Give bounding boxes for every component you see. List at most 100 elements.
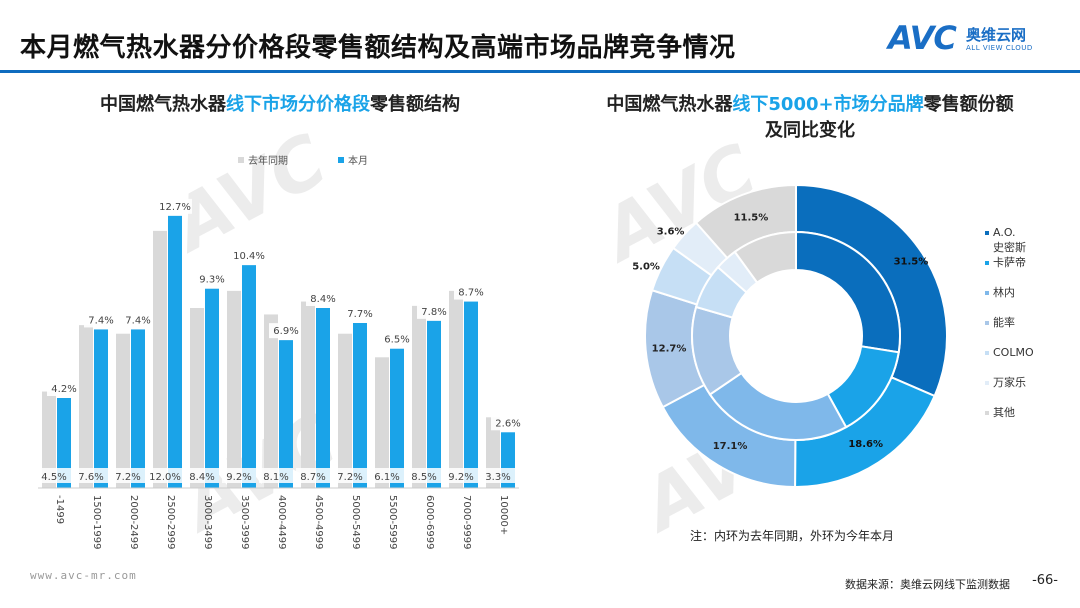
website-url: www.avc-mr.com: [30, 569, 137, 582]
data-label-last-year: 7.6%: [78, 472, 103, 483]
data-source: 数据来源：奥维云网线下监测数据: [845, 578, 1010, 591]
legend-swatch: [985, 321, 989, 325]
data-label-last-year: 12.0%: [149, 472, 181, 483]
legend-label: 林内: [993, 285, 1015, 299]
data-label-last-year: 3.3%: [485, 472, 510, 483]
bar-last-year: [375, 357, 389, 488]
legend-swatch: [985, 291, 989, 295]
data-label-bg: [232, 248, 266, 264]
bar-this-month: [168, 215, 182, 488]
bar-chart-title: 中国燃气热水器线下市场分价格段零售额结构: [40, 92, 520, 118]
logo-cn-text: 奥维云网: [966, 26, 1027, 44]
x-tick-label: 4500-4999: [313, 495, 324, 550]
legend-swatch: [985, 411, 989, 415]
bar-last-year: [338, 333, 352, 488]
donut-title-pre: 中国燃气热水器: [606, 94, 733, 115]
data-label-bg: [370, 468, 404, 483]
slice-label: 31.5%: [894, 257, 929, 268]
legend-swatch: [985, 231, 989, 235]
data-label-bg: [481, 468, 515, 483]
x-tick-label: -1499: [54, 495, 65, 524]
x-tick-label: 3500-3999: [239, 495, 250, 550]
legend-label: 万家乐: [993, 375, 1026, 389]
bar-last-year: [301, 301, 315, 488]
legend-swatch: [985, 351, 989, 355]
data-label-last-year: 9.2%: [226, 472, 251, 483]
legend-label: 能率: [993, 315, 1015, 329]
legend-label: 本月: [348, 154, 368, 167]
slice-label: 11.5%: [734, 213, 769, 224]
data-label-bg: [74, 468, 108, 483]
bar-last-year: [153, 230, 167, 488]
data-label-last-year: 8.7%: [300, 472, 325, 483]
data-label-bg: [417, 303, 451, 319]
legend-label: 卡萨帝: [993, 255, 1026, 269]
data-label-bg: [491, 415, 525, 431]
data-label-bg: [259, 468, 293, 483]
legend-label: 其他: [993, 406, 1015, 419]
slice-label: 3.6%: [657, 227, 685, 238]
data-label-bg: [296, 468, 330, 483]
bar-this-month: [353, 323, 367, 488]
data-label-this-month: 6.5%: [384, 335, 409, 346]
data-label-this-month: 9.3%: [199, 275, 224, 286]
data-label-this-month: 6.9%: [273, 326, 298, 337]
data-label-this-month: 8.7%: [458, 288, 483, 299]
legend-label: 去年同期: [248, 154, 288, 167]
bar-last-year: [79, 325, 93, 488]
inner-slice: [733, 230, 797, 285]
data-label-bg: [454, 284, 488, 300]
data-label-bg: [306, 291, 340, 306]
bar-this-month: [94, 329, 108, 488]
data-label-this-month: 7.8%: [421, 307, 446, 318]
data-label-last-year: 7.2%: [337, 472, 362, 483]
bar-title-post: 零售额结构: [370, 94, 460, 115]
bar-title-pre: 中国燃气热水器: [100, 94, 226, 115]
x-tick-label: 7000-9999: [461, 495, 472, 550]
x-tick-label: 3000-3499: [202, 495, 213, 550]
legend-swatch: [238, 157, 244, 163]
logo-en-text: ALL VIEW CLOUD: [966, 44, 1033, 52]
page-number: -66-: [1032, 573, 1058, 588]
bar-last-year: [42, 391, 56, 488]
data-label-bg: [148, 468, 182, 483]
data-label-this-month: 8.4%: [310, 294, 335, 305]
legend-swatch: [338, 157, 344, 163]
bar-last-year: [412, 305, 426, 488]
data-label-bg: [222, 468, 256, 483]
page-title: 本月燃气热水器分价格段零售额结构及高端市场品牌竞争情况: [20, 33, 736, 63]
inner-slice: [795, 230, 901, 354]
data-label-bg: [333, 468, 367, 483]
data-label-bg: [47, 381, 81, 396]
data-label-this-month: 7.4%: [125, 315, 150, 326]
x-tick-label: 2500-2999: [165, 495, 176, 550]
data-label-last-year: 8.5%: [411, 472, 436, 483]
slice-label: 5.0%: [632, 262, 660, 273]
legend-label-cont: 史密斯: [993, 240, 1026, 254]
data-label-last-year: 8.4%: [189, 472, 214, 483]
bar-this-month: [205, 288, 219, 488]
data-label-last-year: 4.5%: [41, 472, 66, 483]
data-label-bg: [111, 468, 145, 483]
bar-last-year: [227, 290, 241, 488]
donut-chart-title: 中国燃气热水器线下5000+市场分品牌零售额份额及同比变化: [600, 92, 1020, 144]
data-label-last-year: 6.1%: [374, 472, 399, 483]
data-label-this-month: 7.4%: [88, 315, 113, 326]
x-tick-label: 2000-2499: [128, 495, 139, 550]
data-label-bg: [84, 312, 118, 328]
data-label-this-month: 7.7%: [347, 309, 372, 320]
data-label-bg: [158, 198, 192, 214]
bar-last-year: [190, 308, 204, 488]
data-label-this-month: 10.4%: [233, 251, 265, 262]
data-label-last-year: 9.2%: [448, 472, 473, 483]
logo-mark: AVC: [888, 19, 957, 57]
bar-this-month: [464, 301, 478, 488]
bar-this-month: [242, 265, 256, 488]
bar-last-year: [264, 314, 278, 488]
bar-last-year: [449, 290, 463, 488]
x-tick-label: 10000+: [498, 495, 509, 535]
data-label-bg: [343, 306, 377, 321]
donut-title-post: 零售额份额及同比变化: [765, 94, 1014, 141]
x-tick-label: 5000-5499: [350, 495, 361, 550]
